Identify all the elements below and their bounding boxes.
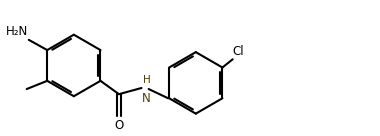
Text: H: H	[142, 75, 150, 85]
Text: Cl: Cl	[233, 45, 244, 58]
Text: H₂N: H₂N	[5, 25, 28, 38]
Text: N: N	[142, 92, 151, 105]
Text: O: O	[114, 119, 124, 132]
